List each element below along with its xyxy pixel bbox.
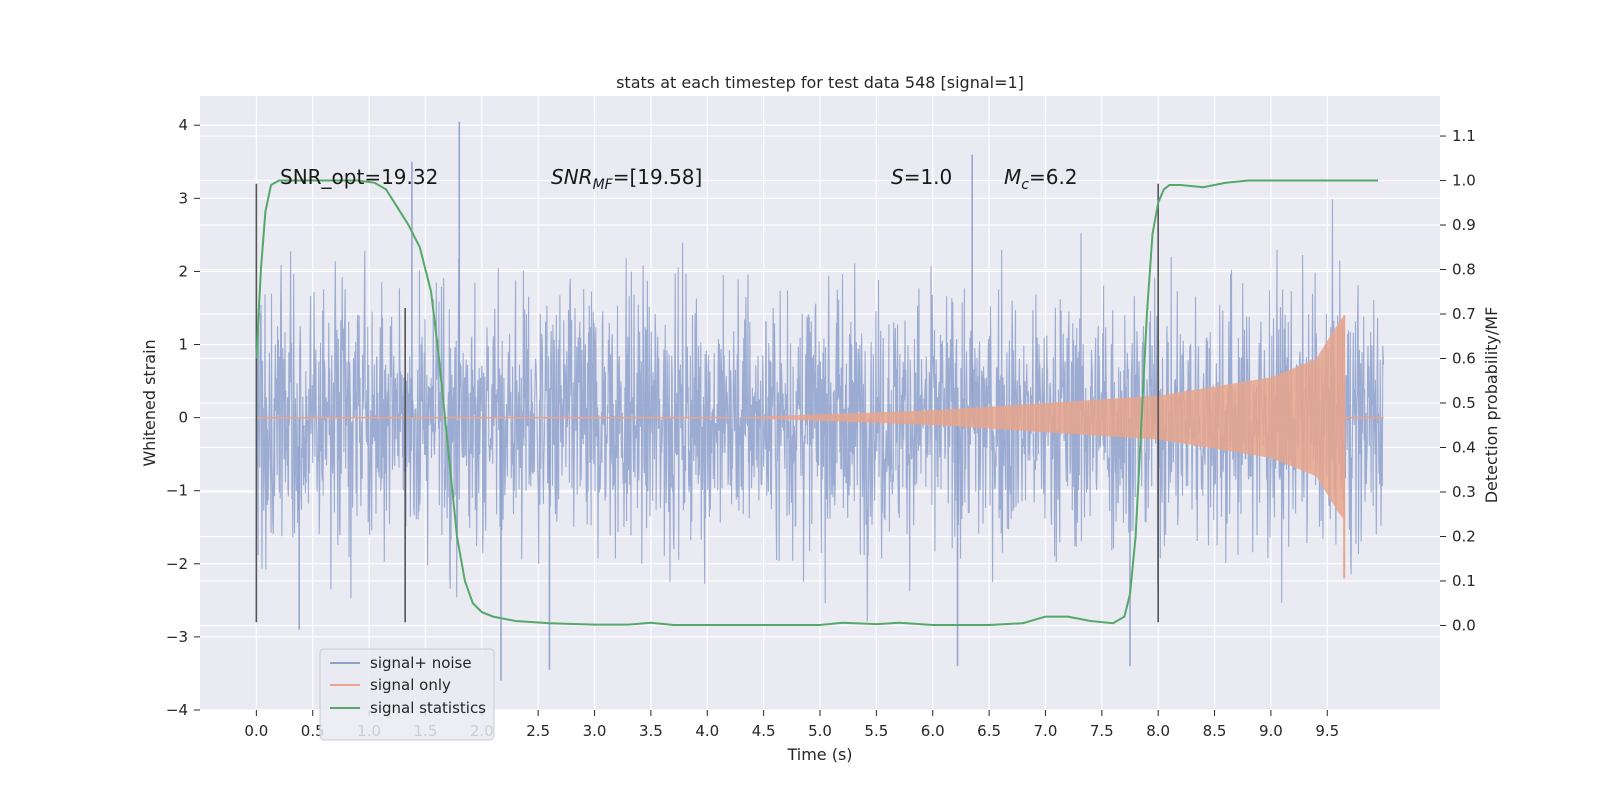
- x-tick-label: 2.5: [526, 722, 550, 740]
- x-tick-label: 0.0: [244, 722, 268, 740]
- vertical-markers: [255, 183, 1159, 623]
- x-axis-label: Time (s): [786, 745, 852, 764]
- x-tick-label: 0.5: [301, 722, 325, 740]
- y2-tick-label: 0.5: [1452, 394, 1476, 412]
- y2-tick-label: 0.0: [1452, 616, 1476, 634]
- legend-box: [319, 648, 495, 741]
- y-tick-label: 0: [178, 409, 188, 427]
- x-tick-label: 4.0: [695, 722, 719, 740]
- y-tick-label: −4: [166, 701, 188, 719]
- x-tick-label: 9.5: [1315, 722, 1339, 740]
- y2-tick-label: 1.1: [1452, 127, 1476, 145]
- y-tick-label: −3: [166, 628, 188, 646]
- y-tick-label: 3: [178, 189, 188, 207]
- y-axis-ticks: −4 −3 −2 −1 0 1 2 3 4: [166, 116, 200, 719]
- y2-tick-label: 0.7: [1452, 305, 1476, 323]
- y2-tick-label: 0.6: [1452, 350, 1476, 368]
- legend: signal+ noise signal only signal statist…: [319, 648, 495, 741]
- x-tick-label: 7.0: [1034, 722, 1058, 740]
- y2-tick-label: 0.2: [1452, 527, 1476, 545]
- y-tick-label: 2: [178, 262, 188, 280]
- x-tick-label: 5.0: [808, 722, 832, 740]
- x-tick-label: 8.0: [1146, 722, 1170, 740]
- y-tick-label: −1: [166, 482, 188, 500]
- legend-label-noise: signal+ noise: [370, 654, 472, 672]
- legend-label-statistics: signal statistics: [370, 699, 486, 717]
- y-tick-label: −2: [166, 555, 188, 573]
- y-tick-label: 4: [178, 116, 188, 134]
- annotation-snr-opt: SNR_opt=19.32: [280, 165, 438, 189]
- y2-tick-label: 0.8: [1452, 261, 1476, 279]
- x-tick-label: 7.5: [1090, 722, 1114, 740]
- annotation-s: S=1.0: [891, 165, 952, 189]
- y2-axis-ticks: 0.0 0.1 0.2 0.3 0.4 0.5 0.6 0.7 0.8 0.9 1.0 1.1: [1440, 127, 1476, 634]
- signal-series: [256, 315, 1384, 579]
- annotation-mc: Mc=6.2: [1004, 165, 1078, 193]
- y2-tick-label: 0.9: [1452, 216, 1476, 234]
- x-tick-label: 9.0: [1259, 722, 1283, 740]
- statistics-series: [255, 179, 1378, 626]
- y2-tick-label: 0.4: [1452, 438, 1476, 456]
- x-tick-label: 5.5: [864, 722, 888, 740]
- annotation-snr-mf: SNRMF=[19.58]: [551, 165, 702, 193]
- legend-label-signal: signal only: [370, 676, 451, 694]
- y2-tick-label: 1.0: [1452, 172, 1476, 190]
- chart-title: stats at each timestep for test data 548…: [616, 73, 1024, 92]
- y2-axis-label: Detection probability/MF: [1482, 307, 1501, 504]
- x-tick-label: 6.0: [921, 722, 945, 740]
- x-tick-label: 8.5: [1203, 722, 1227, 740]
- x-tick-label: 3.5: [639, 722, 663, 740]
- statistics-line: [255, 179, 1378, 626]
- annotations: SNR_opt=19.32 SNRMF=[19.58] S=1.0 Mc=6.2: [280, 165, 1078, 193]
- y2-tick-label: 0.1: [1452, 572, 1476, 590]
- y2-tick-label: 0.3: [1452, 483, 1476, 501]
- x-tick-label: 3.0: [583, 722, 607, 740]
- y-tick-label: 1: [178, 336, 188, 354]
- x-tick-label: 4.5: [752, 722, 776, 740]
- signal-envelope: [729, 315, 1345, 520]
- x-tick-label: 6.5: [977, 722, 1001, 740]
- y-axis-label: Whitened strain: [140, 339, 159, 466]
